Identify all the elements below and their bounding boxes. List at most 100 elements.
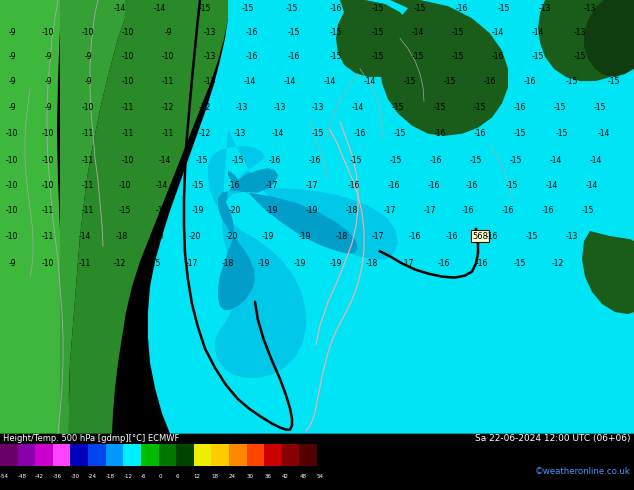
Text: -16: -16 [446, 232, 458, 241]
Text: -15: -15 [574, 52, 586, 61]
Bar [194, 444, 211, 466]
Text: -19: -19 [294, 259, 306, 268]
Text: -9: -9 [164, 28, 172, 37]
Text: -15: -15 [242, 3, 254, 13]
Text: -10: -10 [6, 181, 18, 190]
Text: -20: -20 [226, 232, 238, 241]
Text: -16: -16 [409, 232, 421, 241]
Text: -18: -18 [222, 259, 234, 268]
Text: -10: -10 [122, 52, 134, 61]
Text: -15: -15 [532, 52, 544, 61]
Text: -15: -15 [390, 156, 402, 165]
Text: -16: -16 [228, 181, 240, 190]
Text: -9: -9 [44, 76, 52, 86]
Text: -17: -17 [402, 259, 414, 268]
Text: -42: -42 [36, 474, 44, 479]
Text: -10: -10 [42, 129, 54, 138]
Text: -17: -17 [306, 181, 318, 190]
Text: -9: -9 [44, 103, 52, 112]
Text: 24: 24 [229, 474, 236, 479]
Text: -14: -14 [324, 76, 336, 86]
Bar [281, 444, 299, 466]
Text: 48: 48 [299, 474, 306, 479]
Bar [299, 444, 317, 466]
Bar [176, 444, 194, 466]
Text: -10: -10 [122, 28, 134, 37]
Text: -16: -16 [348, 181, 360, 190]
Text: -15: -15 [608, 76, 620, 86]
Text: -9: -9 [8, 76, 16, 86]
Text: -10: -10 [82, 28, 94, 37]
Text: -15: -15 [510, 156, 522, 165]
Text: -16: -16 [434, 129, 446, 138]
Text: -15: -15 [192, 181, 204, 190]
Text: -15: -15 [288, 28, 300, 37]
Text: -14: -14 [590, 156, 602, 165]
Text: -12: -12 [123, 474, 133, 479]
Text: -10: -10 [119, 181, 131, 190]
Text: -15: -15 [452, 52, 464, 61]
Text: -11: -11 [82, 181, 94, 190]
Bar [70, 444, 88, 466]
Text: -15: -15 [119, 206, 131, 215]
Text: 0: 0 [158, 474, 162, 479]
Text: -12: -12 [199, 103, 211, 112]
Text: 54: 54 [317, 474, 324, 479]
Text: -9: -9 [84, 76, 92, 86]
Text: -10: -10 [6, 129, 18, 138]
Text: -10: -10 [42, 156, 54, 165]
Bar [0, 444, 18, 466]
Text: -9: -9 [8, 28, 16, 37]
Text: -16: -16 [246, 28, 258, 37]
Text: -10: -10 [122, 156, 134, 165]
Text: -15: -15 [372, 28, 384, 37]
Text: -16: -16 [354, 129, 366, 138]
Text: -11: -11 [79, 259, 91, 268]
Text: -15: -15 [452, 28, 464, 37]
Text: -15: -15 [434, 103, 446, 112]
Text: -14: -14 [154, 3, 166, 13]
Text: -19: -19 [330, 259, 342, 268]
Text: -15: -15 [554, 103, 566, 112]
Text: -16: -16 [484, 76, 496, 86]
Text: -16: -16 [502, 206, 514, 215]
Text: -14: -14 [412, 28, 424, 37]
Text: -16: -16 [430, 156, 442, 165]
Text: -17: -17 [186, 259, 198, 268]
Text: -15: -15 [470, 156, 482, 165]
Text: -18: -18 [106, 474, 115, 479]
Text: -15: -15 [404, 76, 416, 86]
Polygon shape [0, 0, 70, 434]
Text: -19: -19 [266, 206, 278, 215]
Text: 42: 42 [281, 474, 288, 479]
Polygon shape [336, 0, 414, 77]
Polygon shape [148, 0, 634, 434]
Text: -19: -19 [192, 206, 204, 215]
Bar [36, 444, 53, 466]
Text: 12: 12 [194, 474, 201, 479]
Text: -9: -9 [8, 259, 16, 268]
Text: -14: -14 [364, 76, 376, 86]
Text: -20: -20 [152, 232, 164, 241]
Text: -10: -10 [6, 232, 18, 241]
Text: -20: -20 [189, 232, 201, 241]
Text: -15: -15 [372, 52, 384, 61]
Text: -15: -15 [392, 103, 404, 112]
Text: -15: -15 [412, 52, 424, 61]
Text: -15: -15 [514, 129, 526, 138]
Text: -16: -16 [492, 52, 504, 61]
Text: Sa 22-06-2024 12:00 UTC (06+06): Sa 22-06-2024 12:00 UTC (06+06) [476, 434, 631, 443]
Text: -17: -17 [424, 206, 436, 215]
Text: -13: -13 [312, 103, 324, 112]
Text: -10: -10 [6, 156, 18, 165]
Text: -16: -16 [542, 206, 554, 215]
Text: -14: -14 [546, 181, 558, 190]
Text: -14: -14 [352, 103, 364, 112]
Bar [247, 444, 264, 466]
Text: -11: -11 [42, 206, 54, 215]
Text: -30: -30 [70, 474, 79, 479]
Bar [211, 444, 229, 466]
Text: 30: 30 [247, 474, 254, 479]
Text: -18: -18 [346, 206, 358, 215]
Bar [264, 444, 281, 466]
